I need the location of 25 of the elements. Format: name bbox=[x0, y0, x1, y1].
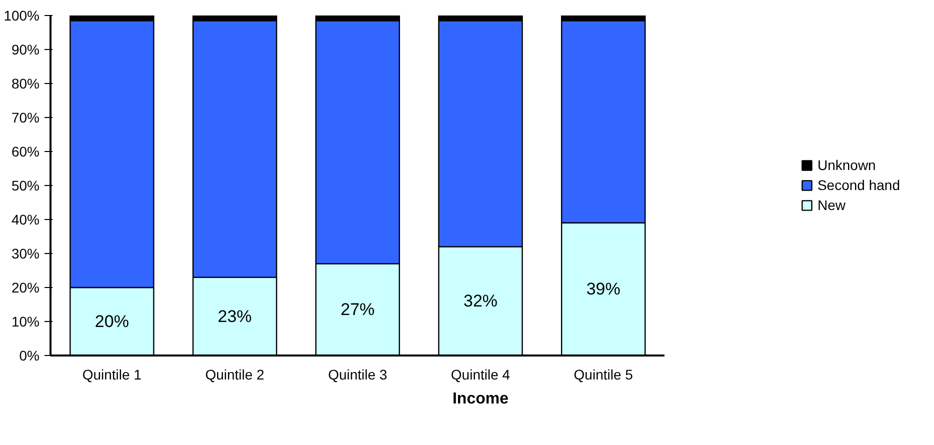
y-tick-label: 0% bbox=[19, 348, 40, 364]
data-label: 23% bbox=[218, 306, 252, 326]
x-tick-label: Quintile 3 bbox=[328, 366, 388, 382]
data-label: 20% bbox=[94, 312, 129, 331]
x-tick-label: Quintile 1 bbox=[82, 366, 142, 382]
x-tick-label: Quintile 5 bbox=[574, 366, 634, 382]
legend-label: New bbox=[817, 197, 846, 213]
y-tick-label: 60% bbox=[11, 144, 40, 160]
x-axis-title: Income bbox=[452, 390, 509, 408]
data-label: 27% bbox=[340, 300, 375, 320]
y-tick-label: 80% bbox=[11, 76, 40, 92]
y-tick-label: 100% bbox=[4, 8, 40, 24]
y-tick-label: 70% bbox=[11, 110, 40, 126]
legend-label: Unknown bbox=[817, 157, 876, 173]
y-tick-label: 10% bbox=[11, 314, 40, 330]
data-label: 39% bbox=[586, 280, 620, 299]
x-tick-label: Quintile 4 bbox=[450, 366, 510, 382]
legend-label: Second hand bbox=[817, 177, 900, 193]
x-tick-label: Quintile 2 bbox=[205, 366, 265, 382]
y-tick-label: 30% bbox=[11, 246, 40, 262]
data-label: 32% bbox=[463, 292, 498, 311]
y-tick-label: 50% bbox=[11, 178, 40, 194]
y-tick-label: 40% bbox=[11, 212, 40, 228]
y-tick-label: 20% bbox=[11, 280, 40, 296]
y-tick-label: 90% bbox=[11, 42, 40, 58]
